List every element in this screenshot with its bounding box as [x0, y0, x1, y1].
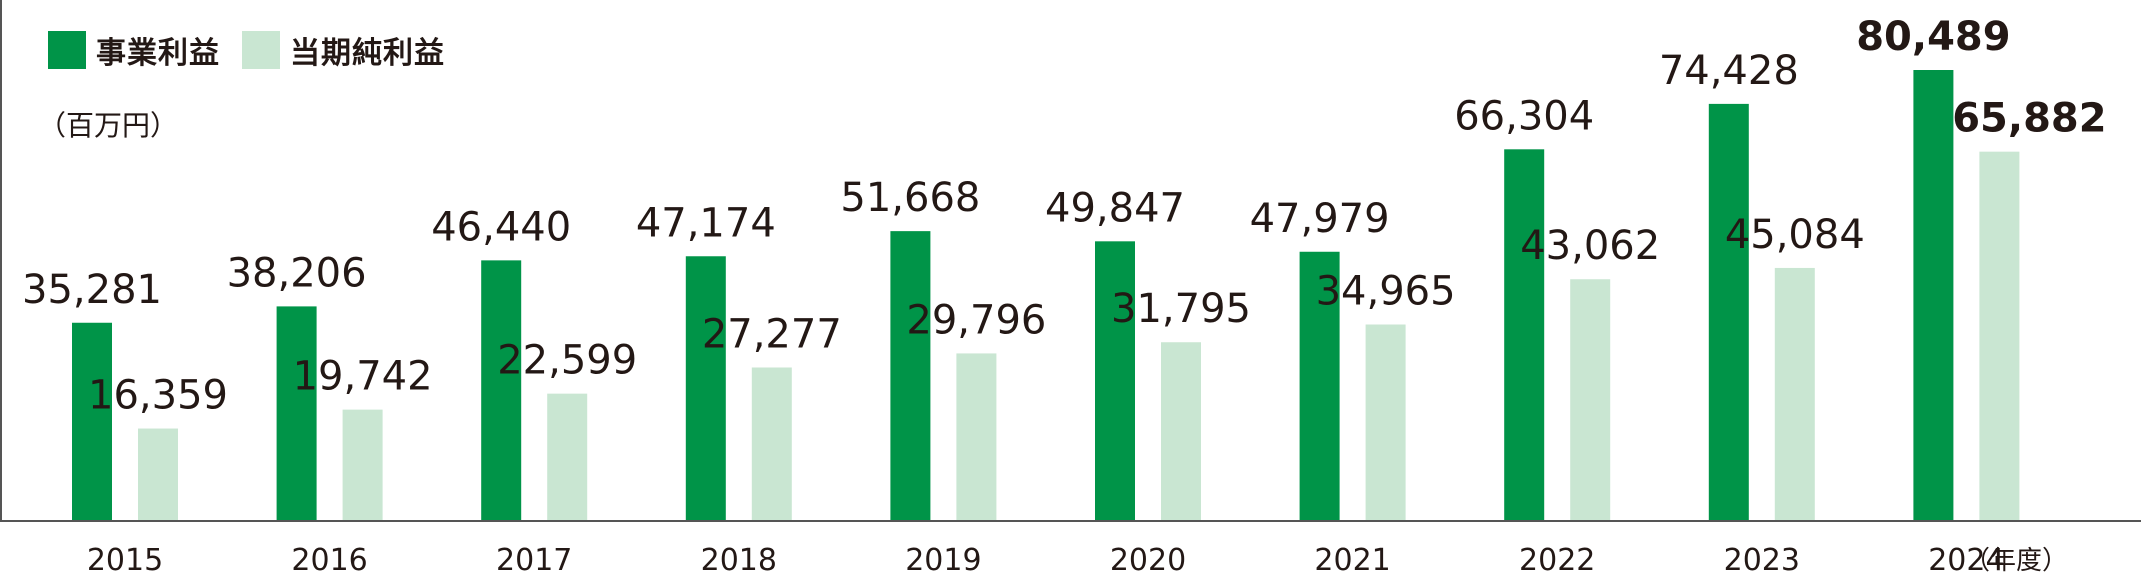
value-label-business-profit-2021: 47,979: [1250, 196, 1390, 242]
x-tick-label-2015: 2015: [87, 543, 163, 578]
value-label-business-profit-2022: 66,304: [1454, 93, 1594, 139]
bars-group: [72, 70, 2020, 521]
value-label-net-income-2015: 16,359: [88, 373, 228, 419]
bar-business-profit-2022: [1504, 149, 1545, 521]
bar-business-profit-2016: [276, 306, 317, 520]
legend-label-net-income: 当期純利益: [290, 36, 445, 71]
bar-business-profit-2023: [1708, 103, 1749, 521]
bar-business-profit-2024: [1913, 70, 1954, 520]
x-tick-label-2020: 2020: [1110, 543, 1186, 578]
x-unit-label: （年度）: [1964, 546, 2069, 576]
value-label-net-income-2020: 31,795: [1111, 286, 1251, 332]
x-tick-label-2018: 2018: [701, 543, 777, 578]
value-label-business-profit-2020: 49,847: [1045, 185, 1185, 231]
legend-label-business-profit: 事業利益: [96, 36, 220, 71]
value-label-net-income-2023: 45,084: [1725, 212, 1865, 258]
bar-business-profit-2020: [1095, 241, 1135, 520]
legend-item-business-profit: 事業利益: [48, 28, 220, 72]
bar-net-income-2023: [1774, 267, 1815, 520]
value-label-net-income-2016: 19,742: [293, 354, 433, 400]
legend: 事業利益 当期純利益: [48, 28, 467, 72]
value-label-net-income-2022: 43,062: [1520, 223, 1660, 269]
bar-business-profit-2015: [72, 322, 112, 520]
x-tick-label-2024: 2024: [1928, 543, 2004, 578]
bar-business-profit-2017: [481, 260, 522, 520]
y-unit-label: （百万円）: [38, 109, 179, 142]
x-tick-label-2021: 2021: [1314, 543, 1390, 578]
x-tick-label-2023: 2023: [1724, 543, 1800, 578]
bar-net-income-2022: [1570, 279, 1611, 520]
value-label-net-income-2018: 27,277: [702, 311, 842, 357]
value-label-net-income-2019: 29,796: [906, 297, 1046, 343]
value-label-net-income-2017: 22,599: [497, 338, 637, 384]
value-label-business-profit-2016: 38,206: [227, 250, 367, 296]
legend-swatch-net-income: [242, 31, 280, 69]
bar-business-profit-2021: [1299, 251, 1340, 520]
value-label-business-profit-2023: 74,428: [1659, 48, 1799, 94]
bar-net-income-2019: [956, 353, 997, 520]
bar-net-income-2016: [342, 409, 383, 520]
bar-net-income-2020: [1161, 342, 1201, 520]
bar-net-income-2017: [547, 393, 588, 520]
value-label-business-profit-2018: 47,174: [636, 200, 776, 246]
bar-net-income-2021: [1365, 324, 1406, 520]
value-label-business-profit-2015: 35,281: [22, 267, 162, 313]
x-tick-labels-group: 2015 2016 2017 2018 2019 2020 2021 2022 2023 2024: [87, 543, 2005, 578]
bar-business-profit-2019: [890, 231, 931, 521]
legend-item-net-income: 当期純利益: [242, 28, 445, 72]
value-labels-group: 35,281 16,359 38,206 19,742 46,440 22,599 47,1…: [22, 14, 2107, 419]
value-label-business-profit-2024: 80,489: [1856, 14, 2010, 60]
x-tick-label-2019: 2019: [905, 543, 981, 578]
x-tick-label-2016: 2016: [291, 543, 367, 578]
value-label-business-profit-2017: 46,440: [431, 204, 571, 250]
value-label-net-income-2021: 34,965: [1316, 269, 1456, 315]
bar-net-income-2018: [751, 367, 792, 520]
bar-business-profit-2018: [685, 256, 726, 520]
bar-net-income-2015: [138, 428, 178, 520]
x-tick-label-2017: 2017: [496, 543, 572, 578]
legend-swatch-business-profit: [48, 31, 86, 69]
value-label-business-profit-2019: 51,668: [840, 175, 980, 221]
bar-net-income-2024: [1979, 151, 2020, 520]
x-tick-label-2022: 2022: [1519, 543, 1595, 578]
value-label-net-income-2024: 65,882: [1952, 96, 2106, 142]
